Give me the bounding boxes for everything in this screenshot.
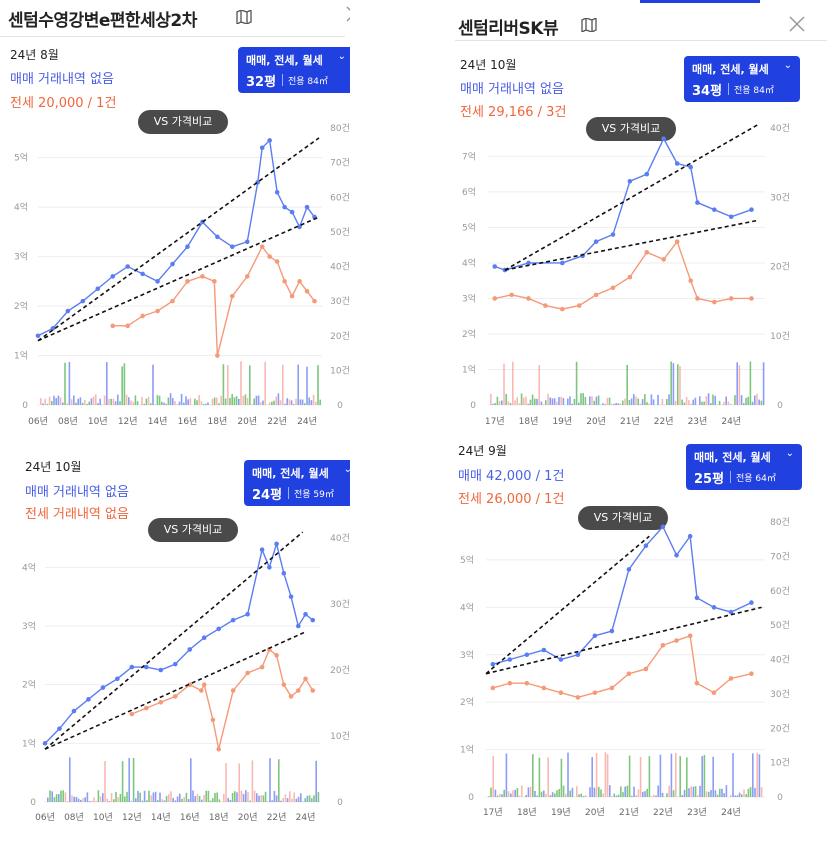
sale-summary: 매매 거래내역 없음 (460, 82, 564, 97)
area-label: 전용 64㎡ (736, 474, 776, 484)
selected-month: 24년 8월 (10, 48, 59, 62)
area-label: 전용 59㎡ (294, 490, 334, 500)
sale-summary: 매매 거래내역 없음 (10, 72, 114, 87)
area-label: 전용 84㎡ (734, 86, 774, 96)
complex-panel-4: 24년 9월 매매 42,000 / 1건 전세 26,000 / 1건 매매,… (450, 440, 827, 843)
chevron-down-icon: ⌄ (785, 448, 794, 459)
trade-type-options: 매매, 전세, 월세 (692, 63, 769, 76)
complex-title: 센텀수영강변e편한세상2차 (8, 11, 197, 31)
trade-type-selector[interactable]: 매매, 전세, 월세 ⌄ 25평 전용 64㎡ (686, 444, 802, 490)
divider (282, 74, 283, 86)
active-tab-indicator (640, 0, 760, 3)
chevron-down-icon: ⌄ (343, 464, 350, 475)
selected-month: 24년 10월 (25, 460, 82, 474)
pyeong-label: 34평 (692, 84, 723, 99)
divider (288, 487, 289, 499)
close-icon[interactable] (346, 6, 350, 22)
jeonse-summary: 전세 20,000 / 1건 (10, 96, 117, 111)
complex-panel-3: 24년 10월 매매 거래내역 없음 전세 거래내역 없음 매매, 전세, 월세… (0, 440, 350, 843)
vs-compare-button[interactable]: VS 가격비교 (148, 518, 238, 542)
chevron-down-icon: ⌄ (783, 60, 792, 71)
sale-summary: 매매 거래내역 없음 (25, 485, 129, 500)
selected-month: 24년 9월 (458, 444, 507, 458)
trade-type-selector[interactable]: 매매, 전세, 월세 ⌄ 32평 전용 84㎡ (238, 47, 350, 93)
trade-type-options: 매매, 전세, 월세 (246, 54, 323, 67)
map-icon[interactable] (236, 10, 252, 24)
header-divider (0, 36, 345, 37)
chevron-down-icon: ⌄ (337, 51, 346, 62)
sale-summary: 매매 42,000 / 1건 (458, 469, 565, 484)
complex-panel-2: 센텀리버SK뷰 24년 10월 매매 거래내역 없음 전세 29,166 / 3… (450, 0, 827, 440)
vs-compare-button[interactable]: VS 가격비교 (578, 506, 668, 530)
trade-type-selector[interactable]: 매매, 전세, 월세 ⌄ 24평 전용 59㎡ (244, 460, 350, 506)
jeonse-summary: 전세 26,000 / 1건 (458, 492, 565, 507)
divider (730, 471, 731, 483)
header-divider (455, 40, 827, 41)
complex-title: 센텀리버SK뷰 (458, 19, 559, 39)
trade-type-options: 매매, 전세, 월세 (252, 467, 329, 480)
area-label: 전용 84㎡ (288, 77, 328, 87)
map-icon[interactable] (581, 18, 597, 32)
pyeong-label: 32평 (246, 75, 277, 90)
pyeong-label: 25평 (694, 472, 725, 487)
vs-compare-button[interactable]: VS 가격비교 (586, 117, 676, 141)
trade-type-options: 매매, 전세, 월세 (694, 451, 771, 464)
selected-month: 24년 10월 (460, 58, 517, 72)
pyeong-label: 24평 (252, 488, 283, 503)
complex-panel-1: 센텀수영강변e편한세상2차 24년 8월 매매 거래내역 없음 전세 20,00… (0, 0, 350, 440)
divider (728, 83, 729, 95)
jeonse-summary: 전세 29,166 / 3건 (460, 105, 567, 120)
vs-compare-button[interactable]: VS 가격비교 (138, 110, 228, 134)
close-icon[interactable] (789, 16, 805, 32)
jeonse-summary: 전세 거래내역 없음 (25, 507, 129, 522)
trade-type-selector[interactable]: 매매, 전세, 월세 ⌄ 34평 전용 84㎡ (684, 56, 800, 102)
